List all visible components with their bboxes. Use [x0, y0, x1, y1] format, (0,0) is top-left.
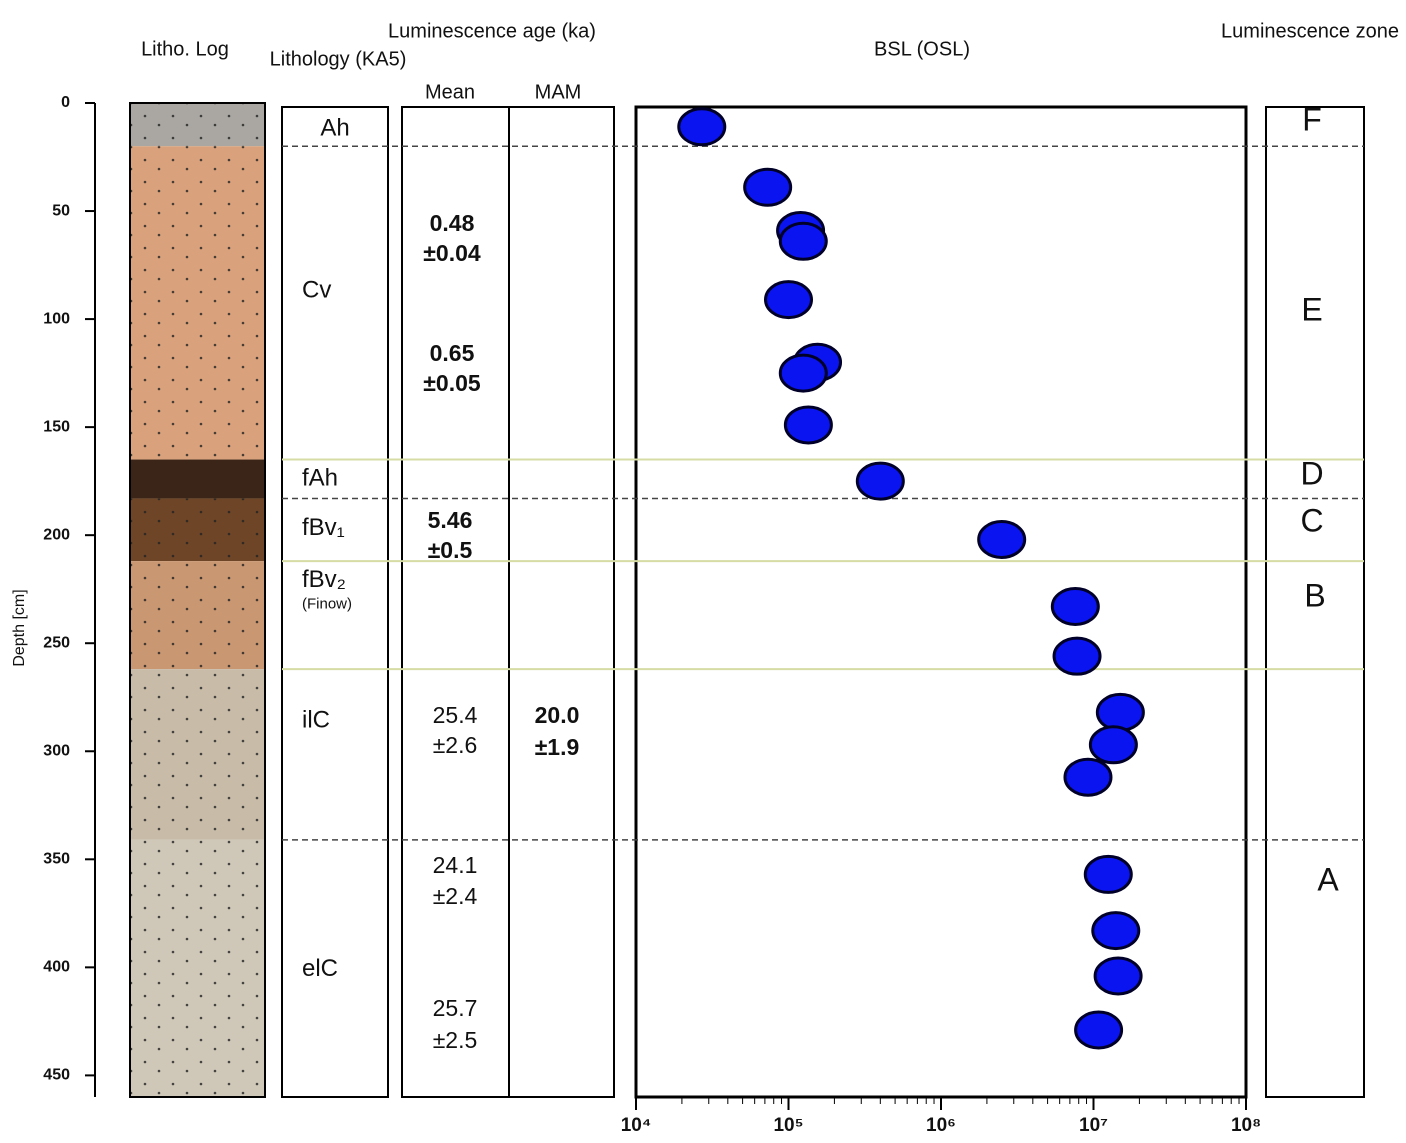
zone-label: D: [1300, 455, 1323, 491]
mean-age: ±0.04: [423, 240, 481, 266]
zone-label: B: [1304, 577, 1325, 613]
litho-dots: [130, 669, 265, 840]
lithology-label: fBv₂: [302, 566, 346, 593]
zone-label: F: [1302, 101, 1322, 137]
y-tick-label: 250: [43, 634, 70, 651]
y-tick-label: 200: [43, 526, 70, 543]
data-point: [1095, 958, 1141, 994]
mam-age: ±1.9: [535, 734, 580, 760]
data-point: [780, 355, 826, 391]
mean-age: ±2.4: [433, 883, 478, 909]
x-tick-label: 10⁸: [1231, 1115, 1261, 1136]
figure: Litho. Log Lithology (KA5) Luminescence …: [0, 0, 1406, 1138]
litho-dots: [130, 840, 265, 1097]
data-point: [1085, 856, 1131, 892]
chart-title: BSL (OSL): [874, 38, 970, 60]
data-point: [1076, 1012, 1122, 1048]
header: Luminescence zone: [1221, 20, 1399, 42]
lithology-label: Cv: [302, 276, 331, 303]
header: Lithology (KA5): [270, 48, 407, 70]
plot-frame: [636, 107, 1246, 1097]
x-tick-label: 10⁵: [773, 1115, 803, 1136]
data-point: [1097, 694, 1143, 730]
x-tick-label: 10⁶: [926, 1115, 956, 1136]
mean-age: 0.65: [430, 340, 475, 366]
mean-age: ±0.5: [428, 537, 473, 563]
header: Luminescence age (ka): [388, 20, 596, 42]
mam-age: 20.0: [535, 702, 580, 728]
lithology-label: ilC: [302, 706, 330, 733]
x-tick-label: 10⁷: [1079, 1115, 1108, 1136]
mean-age: 0.48: [430, 210, 475, 236]
y-tick-label: 50: [52, 202, 70, 219]
header: Litho. Log: [141, 38, 229, 60]
lithology-label: fAh: [302, 464, 338, 491]
mean-age: ±2.6: [433, 732, 478, 758]
data-point: [766, 282, 812, 318]
y-tick-label: 150: [43, 418, 70, 435]
x-tick-label: 10⁴: [621, 1115, 652, 1136]
y-tick-label: 0: [61, 94, 70, 111]
litho-dots: [130, 561, 265, 669]
lithology-label: elC: [302, 955, 338, 982]
litho-dots: [130, 146, 265, 459]
zone-label: E: [1301, 291, 1322, 327]
y-tick-label: 450: [43, 1067, 70, 1084]
mean-age: 25.4: [433, 702, 478, 728]
lithology-label: fBv₁: [302, 514, 345, 541]
data-point: [1090, 727, 1136, 763]
data-point: [1054, 638, 1100, 674]
mean-age: ±0.05: [423, 370, 481, 396]
mean-age: ±2.5: [433, 1027, 478, 1053]
y-tick-label: 300: [43, 742, 70, 759]
y-tick-label: 100: [43, 310, 70, 327]
y-tick-label: 400: [43, 959, 70, 976]
y-tick-label: 350: [43, 851, 70, 868]
litho-dots: [130, 498, 265, 561]
mean-age: 24.1: [433, 852, 478, 878]
data-point: [1065, 759, 1111, 795]
y-axis-label: Depth [cm]: [11, 589, 28, 666]
header: Mean: [425, 81, 475, 103]
zone-label: C: [1300, 502, 1323, 538]
data-point: [857, 463, 903, 499]
data-point: [785, 407, 831, 443]
data-point: [679, 109, 725, 145]
mean-age: 5.46: [428, 507, 473, 533]
header: MAM: [535, 81, 582, 103]
data-point: [979, 521, 1025, 557]
lithology-label: Ah: [320, 114, 349, 141]
data-point: [1093, 913, 1139, 949]
lithology-note: (Finow): [302, 596, 352, 613]
litho-dots: [130, 103, 265, 146]
mean-age: 25.7: [433, 995, 478, 1021]
data-point: [1052, 588, 1098, 624]
data-point: [780, 223, 826, 259]
data-point: [745, 169, 791, 205]
zone-label: A: [1317, 861, 1339, 897]
